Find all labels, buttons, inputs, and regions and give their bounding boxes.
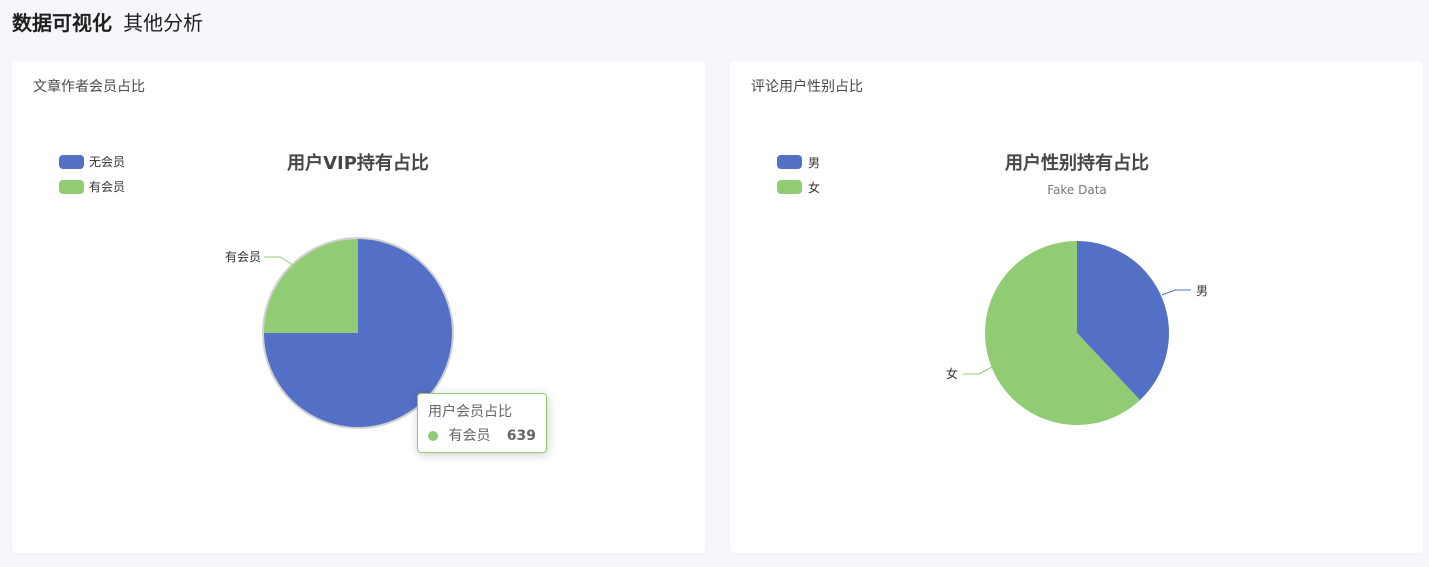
legend-label-no-vip[interactable]: 无会员	[89, 155, 125, 169]
pie-slice-1[interactable]	[264, 239, 358, 333]
pie-slice-1[interactable]	[985, 241, 1140, 425]
gender-chart-card: 评论用户性别占比 男 女 用户性别持有占比 Fake Data 男 女	[730, 61, 1423, 553]
slice-label-female: 女	[946, 366, 958, 381]
card-title-gender: 评论用户性别占比	[751, 79, 863, 95]
page-header: 数据可视化 其他分析	[12, 8, 203, 38]
tooltip-row: 有会员 639	[428, 426, 536, 446]
legend-label-female[interactable]: 女	[808, 180, 820, 195]
slice-label-male: 男	[1196, 284, 1208, 298]
gender-pie-chart[interactable]: 男 女 用户性别持有占比 Fake Data 男 女	[730, 61, 1423, 553]
label-line-male	[1161, 289, 1191, 296]
chart-tooltip: 用户会员占比 有会员 639	[417, 393, 547, 453]
legend-swatch-male[interactable]	[777, 155, 802, 169]
legend-swatch-vip[interactable]	[59, 180, 84, 194]
chart-title: 用户VIP持有占比	[287, 152, 429, 174]
page-title: 数据可视化	[12, 11, 112, 35]
chart-subtitle: Fake Data	[1047, 183, 1107, 197]
pie-slices[interactable]	[262, 237, 454, 429]
chart-title: 用户性别持有占比	[1005, 152, 1149, 174]
legend-swatch-no-vip[interactable]	[59, 155, 84, 169]
card-title-vip: 文章作者会员占比	[33, 79, 145, 95]
legend-label-vip[interactable]: 有会员	[89, 180, 125, 194]
pie-shadow	[262, 237, 454, 429]
tooltip-marker	[428, 431, 438, 441]
legend-label-male[interactable]: 男	[808, 156, 820, 170]
label-line-vip	[264, 256, 294, 266]
pie-slice-0[interactable]	[1077, 241, 1169, 401]
vip-chart-card: 文章作者会员占比 无会员 有会员 用户VIP持有占比 有会员 用户会员占比 有会…	[12, 61, 705, 553]
tooltip-value: 639	[506, 428, 536, 444]
legend[interactable]: 男 女	[777, 155, 820, 195]
tooltip-series-name: 有会员	[448, 428, 491, 444]
vip-pie-chart[interactable]: 无会员 有会员 用户VIP持有占比 有会员	[12, 61, 705, 553]
pie-slices[interactable]	[985, 241, 1169, 425]
legend[interactable]: 无会员 有会员	[59, 155, 125, 194]
label-line-female	[963, 366, 993, 375]
slice-label-vip: 有会员	[225, 250, 261, 264]
page-subtitle: 其他分析	[123, 11, 204, 35]
tooltip-title: 用户会员占比	[428, 404, 512, 420]
legend-swatch-female[interactable]	[777, 180, 802, 194]
